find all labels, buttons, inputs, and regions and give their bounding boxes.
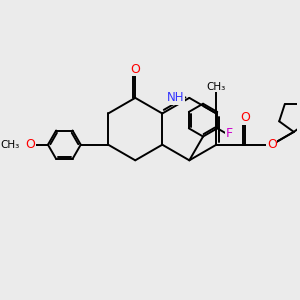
Text: O: O (267, 139, 277, 152)
Text: NH: NH (167, 92, 184, 104)
Text: CH₃: CH₃ (0, 140, 20, 150)
Text: F: F (226, 127, 233, 140)
Text: O: O (130, 63, 140, 76)
Text: O: O (240, 111, 250, 124)
Text: O: O (26, 138, 35, 151)
Text: CH₃: CH₃ (207, 82, 226, 92)
